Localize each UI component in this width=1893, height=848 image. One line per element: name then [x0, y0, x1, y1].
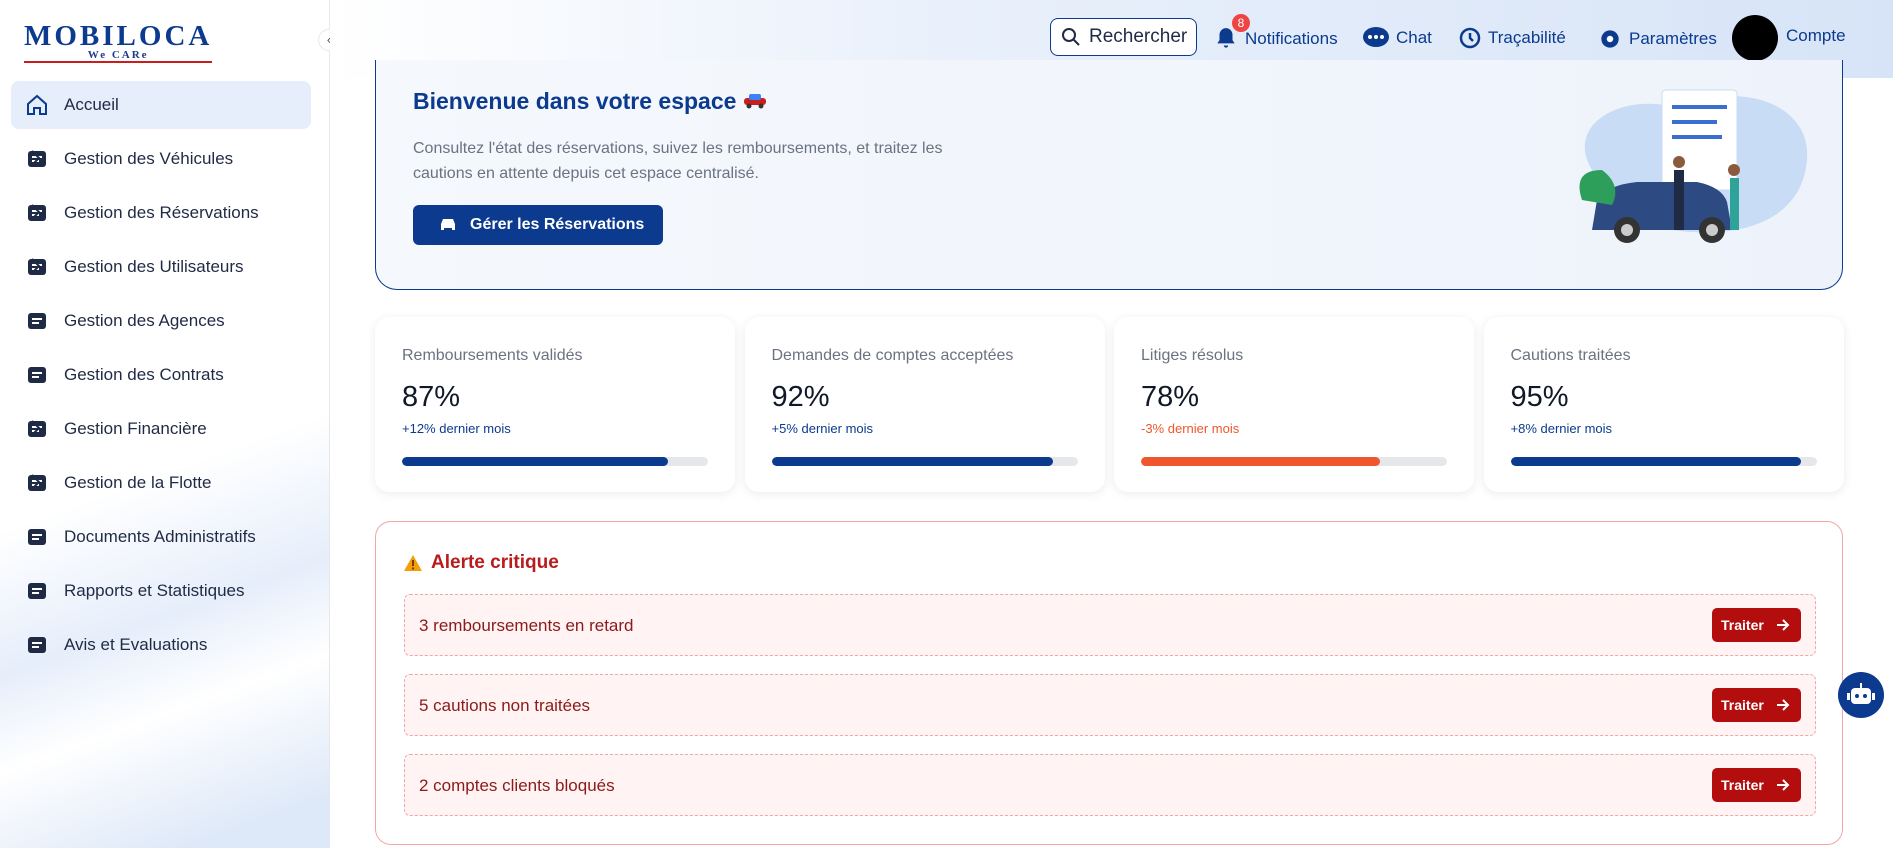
nav-label: Documents Administratifs — [64, 527, 256, 546]
button-label: Traiter — [1721, 777, 1764, 793]
card-value: 87% — [402, 381, 461, 413]
notifications[interactable]: Notifications — [1213, 26, 1338, 52]
alert-title-text: Alerte critique — [431, 552, 559, 573]
card-change: +5% dernier mois — [771, 421, 874, 436]
nav-item[interactable]: Gestion des Agences — [11, 297, 311, 345]
logo: MOBILOCA We CARe — [24, 20, 213, 63]
stat-card: Litiges résolus 78% -3% dernier mois — [1114, 317, 1474, 492]
button-label: Traiter — [1721, 697, 1764, 713]
nav-label: Rapports et Statistiques — [64, 581, 245, 600]
nav-item[interactable]: Gestion de la Flotte — [11, 459, 311, 507]
card-value: 95% — [1510, 381, 1569, 413]
nav-label: Gestion des Véhicules — [64, 149, 234, 168]
badge: 8 — [1232, 14, 1250, 32]
illustration — [1579, 89, 1808, 243]
search[interactable]: Rechercher — [1050, 18, 1197, 56]
progress-bar — [1510, 457, 1802, 466]
welcome-text: Consultez l'état des réservations, suive… — [413, 140, 943, 182]
nav-label: Accueil — [64, 95, 119, 114]
nav-item[interactable]: Documents Administratifs — [11, 513, 311, 561]
avatar[interactable] — [1732, 15, 1778, 61]
stat-card: Remboursements validés 87% +12% dernier mo… — [375, 317, 735, 492]
button-label: Traiter — [1721, 617, 1764, 633]
nav-item[interactable]: Gestion des Réservations — [11, 189, 311, 237]
alert-button[interactable]: Traiter — [1712, 608, 1801, 642]
nav-item[interactable]: Gestion des Contrats — [11, 351, 311, 399]
alert-button[interactable]: Traiter — [1712, 688, 1801, 722]
nav-label: Gestion des Utilisateurs — [64, 257, 244, 276]
welcome-card: Bienvenue dans votre espace Consultez l'… — [375, 60, 1843, 290]
nav-item[interactable]: Gestion des Utilisateurs — [11, 243, 311, 291]
card-title: Litiges résolus — [1141, 347, 1244, 364]
nav-label: Chat — [1396, 28, 1432, 47]
alert-item: 2 comptes clients bloqués Traiter — [404, 754, 1816, 816]
nav-label: Gestion des Agences — [64, 311, 225, 330]
nav-label: Gestion des Contrats — [64, 365, 224, 384]
logo-text: MOBILOCA — [24, 20, 213, 52]
nav-label: Avis et Evaluations — [64, 635, 208, 654]
nav-label: Gestion Financière — [64, 419, 207, 438]
progress-bar — [1141, 457, 1380, 466]
card-title: Cautions traitées — [1510, 347, 1631, 364]
welcome-title: Bienvenue dans votre espace — [413, 88, 767, 115]
nav-label: Gestion de la Flotte — [64, 473, 212, 492]
nav-label: Traçabilité — [1488, 28, 1566, 47]
search-label: Rechercher — [1089, 26, 1188, 47]
sidebar: MOBILOCA We CARe Accueil Gestion des Véhic… — [0, 0, 330, 848]
alert-title: Alerte critique — [403, 552, 559, 574]
parametres[interactable]: Paramètres — [1597, 26, 1717, 52]
alert-item: 3 remboursements en retard Traiter — [404, 594, 1816, 656]
card-title: Demandes de comptes acceptées — [771, 347, 1014, 364]
card-title: Remboursements validés — [402, 347, 583, 364]
card-value: 78% — [1141, 381, 1200, 413]
progress-bar — [771, 457, 1054, 466]
card-change: +8% dernier mois — [1510, 421, 1613, 436]
button-label: Gérer les Réservations — [470, 216, 645, 233]
welcome-title-text: Bienvenue dans votre espace — [413, 88, 737, 114]
nav-item[interactable]: Gestion des Véhicules — [11, 135, 311, 183]
nav-label: Notifications — [1245, 29, 1338, 48]
card-change: -3% dernier mois — [1141, 421, 1240, 436]
nav-item[interactable]: Rapports et Statistiques — [11, 567, 311, 615]
nav-label: Compte — [1786, 26, 1846, 45]
progress-track — [402, 457, 708, 466]
welcome-button[interactable]: Gérer les Réservations — [413, 205, 663, 245]
nav-label: Gestion des Réservations — [64, 203, 259, 222]
alert-item: 5 cautions non traitées Traiter — [404, 674, 1816, 736]
alert-text: 3 remboursements en retard — [419, 616, 634, 635]
tracabilite[interactable]: Traçabilité — [1458, 26, 1566, 50]
progress-track — [1141, 457, 1447, 466]
alert-text: 5 cautions non traitées — [419, 696, 591, 715]
nav-item[interactable]: Gestion Financière — [11, 405, 311, 453]
stat-card: Cautions traitées 95% +8% dernier mois — [1483, 317, 1844, 492]
stat-card: Demandes de comptes acceptées 92% +5% dern… — [744, 317, 1105, 492]
nav-label: Paramètres — [1629, 29, 1717, 48]
progress-track — [771, 457, 1078, 466]
chat[interactable]: Chat — [1362, 26, 1432, 50]
progress-track — [1510, 457, 1817, 466]
tagline: We CARe — [24, 49, 213, 63]
nav-item[interactable]: Avis et Evaluations — [11, 621, 311, 669]
card-value: 92% — [771, 381, 830, 413]
progress-bar — [402, 457, 669, 466]
alert-panel: Alerte critique 3 remboursements en reta… — [375, 521, 1843, 845]
nav-item[interactable]: Accueil — [11, 81, 311, 129]
alert-text: 2 comptes clients bloqués — [419, 776, 615, 795]
compte[interactable]: Compte — [1786, 26, 1846, 46]
card-change: +12% dernier mois — [402, 421, 511, 436]
alert-button[interactable]: Traiter — [1712, 768, 1801, 802]
chatbot-button[interactable] — [1838, 672, 1884, 718]
